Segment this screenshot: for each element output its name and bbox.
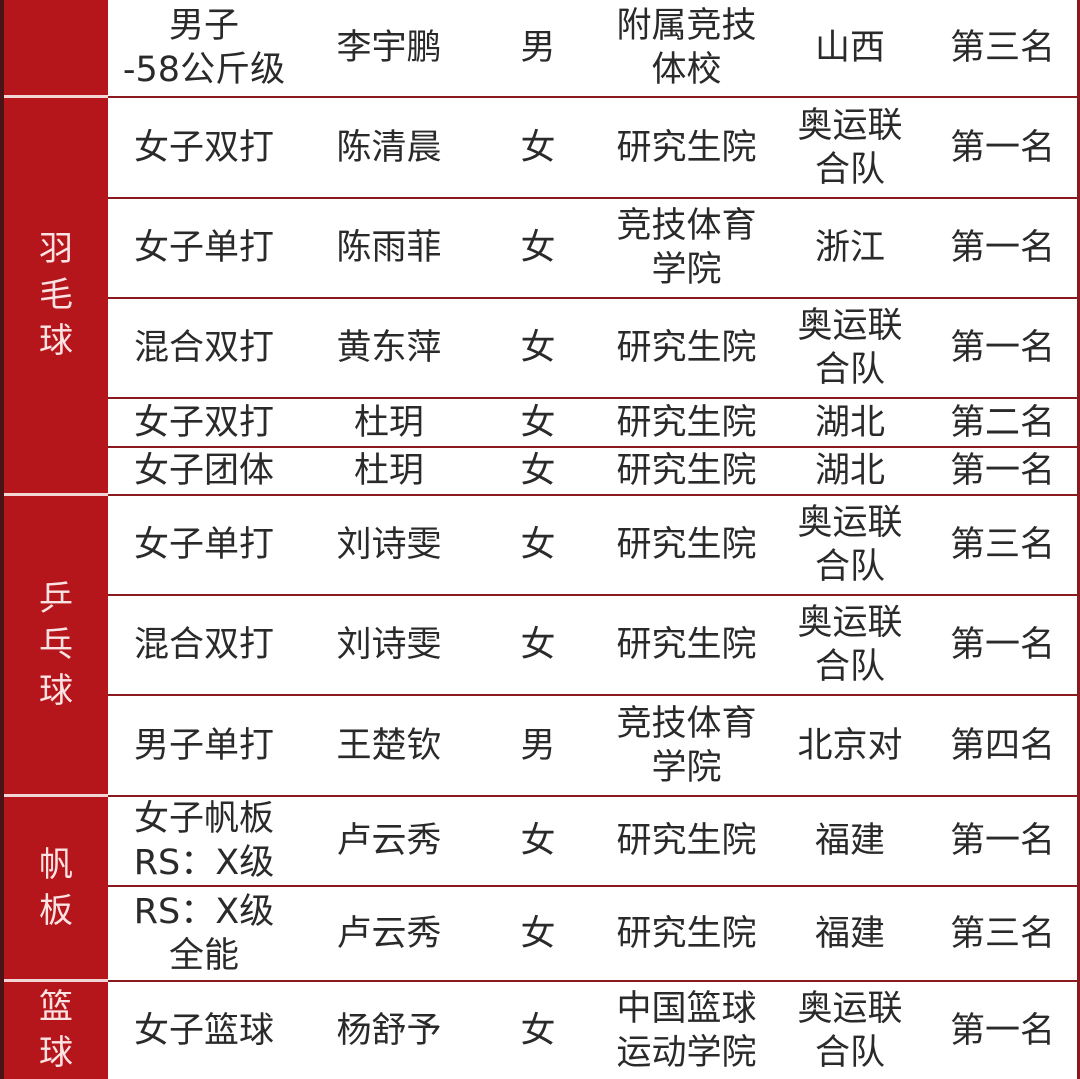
table-row: 男子单打 王楚钦 男 竞技体育 学院 北京对 第四名	[108, 694, 1080, 795]
school-cell: 研究生院	[616, 451, 757, 491]
table-row: 混合双打 黄东萍 女 研究生院 奥运联 合队 第一名	[108, 297, 1080, 397]
athlete-cell: 杨舒予	[336, 1010, 442, 1051]
event-cell: 女子双打	[133, 402, 274, 443]
sport-cell: 乒 乓 球	[0, 494, 108, 795]
table-row: RS：X级 全能 卢云秀 女 研究生院 福建 第三名	[108, 885, 1080, 980]
athlete-cell: 王楚钦	[336, 725, 442, 766]
rank-cell: 第一名	[949, 228, 1055, 268]
sport-cell: 帆 板	[0, 795, 108, 980]
athlete-cell: 卢云秀	[336, 913, 442, 954]
sport-group-divider	[4, 493, 108, 496]
sport-cell	[0, 0, 108, 96]
sport-cell: 篮 球	[0, 980, 108, 1079]
athlete-cell: 杜玥	[353, 402, 424, 443]
team-cell: 奥运联 合队	[797, 503, 903, 587]
team-cell: 湖北	[814, 451, 885, 491]
athlete-cell: 杜玥	[353, 451, 424, 491]
sport-group-divider	[4, 979, 108, 982]
gender-cell: 女	[520, 913, 556, 954]
school-cell: 研究生院	[616, 402, 757, 443]
rank-cell: 第一名	[949, 821, 1055, 861]
table-row: 女子单打 陈雨菲 女 竞技体育 学院 浙江 第一名	[108, 197, 1080, 297]
rank-cell: 第三名	[949, 913, 1055, 954]
gender-cell: 女	[520, 228, 556, 268]
table-row: 女子双打 杜玥 女 研究生院 湖北 第二名	[108, 397, 1080, 446]
table-row: 混合双打 刘诗雯 女 研究生院 奥运联 合队 第一名	[108, 594, 1080, 694]
sport-cell: 羽 毛 球	[0, 96, 108, 494]
school-cell: 研究生院	[616, 821, 757, 861]
gender-cell: 女	[520, 127, 556, 168]
table-row: 女子帆板 RS：X级 卢云秀 女 研究生院 福建 第一名	[108, 795, 1080, 885]
event-cell: 混合双打	[133, 328, 274, 368]
school-cell: 附属竞技 体校	[616, 6, 757, 90]
rank-cell: 第一名	[949, 127, 1055, 168]
table-right-border	[1077, 0, 1080, 1079]
event-cell: 女子单打	[133, 228, 274, 268]
sport-group-divider	[4, 95, 108, 98]
team-cell: 福建	[814, 913, 885, 954]
event-cell: RS：X级 全能	[133, 891, 275, 976]
team-cell: 奥运联 合队	[797, 306, 903, 390]
rank-cell: 第一名	[949, 1010, 1055, 1051]
gender-cell: 女	[520, 821, 556, 861]
athlete-cell: 李宇鹏	[336, 28, 442, 68]
rank-cell: 第二名	[949, 402, 1055, 443]
event-cell: 男子单打	[133, 725, 274, 766]
gender-cell: 女	[520, 625, 556, 665]
event-cell: 男子 -58公斤级	[122, 6, 286, 90]
gender-cell: 女	[520, 1010, 556, 1051]
table-row: 女子双打 陈清晨 女 研究生院 奥运联 合队 第一名	[108, 96, 1080, 197]
athlete-cell: 黄东萍	[336, 328, 442, 368]
school-cell: 研究生院	[616, 127, 757, 168]
table-row: 男子 -58公斤级 李宇鹏 男 附属竞技 体校 山西 第三名	[108, 0, 1080, 96]
athlete-cell: 刘诗雯	[336, 625, 442, 665]
rank-cell: 第三名	[949, 525, 1055, 565]
event-cell: 女子帆板 RS：X级	[133, 799, 275, 883]
event-cell: 混合双打	[133, 625, 274, 665]
event-cell: 女子单打	[133, 525, 274, 565]
athlete-cell: 陈雨菲	[336, 228, 442, 268]
team-cell: 奥运联 合队	[797, 988, 903, 1073]
sport-group-divider	[4, 794, 108, 797]
gender-cell: 男	[520, 725, 556, 766]
event-cell: 女子双打	[133, 127, 274, 168]
athlete-cell: 陈清晨	[336, 127, 442, 168]
rank-cell: 第一名	[949, 451, 1055, 491]
sport-label: 乒 乓 球	[39, 578, 73, 711]
school-cell: 竞技体育 学院	[616, 206, 757, 290]
sport-label: 羽 毛 球	[39, 229, 73, 361]
team-cell: 浙江	[814, 228, 885, 268]
table-row: 女子单打 刘诗雯 女 研究生院 奥运联 合队 第三名	[108, 494, 1080, 594]
sport-label: 帆 板	[39, 844, 73, 931]
rank-cell: 第一名	[949, 328, 1055, 368]
event-cell: 女子团体	[133, 451, 274, 491]
athlete-cell: 刘诗雯	[336, 525, 442, 565]
team-cell: 奥运联 合队	[797, 603, 903, 687]
team-cell: 奥运联 合队	[797, 105, 903, 190]
gender-cell: 女	[520, 451, 556, 491]
gender-cell: 女	[520, 328, 556, 368]
school-cell: 研究生院	[616, 525, 757, 565]
school-cell: 中国篮球 运动学院	[616, 988, 757, 1073]
school-cell: 竞技体育 学院	[616, 703, 757, 788]
team-cell: 福建	[814, 821, 885, 861]
team-cell: 湖北	[814, 402, 885, 443]
team-cell: 山西	[814, 28, 885, 68]
school-cell: 研究生院	[616, 328, 757, 368]
gender-cell: 女	[520, 402, 556, 443]
rank-cell: 第一名	[949, 625, 1055, 665]
school-cell: 研究生院	[616, 625, 757, 665]
gender-cell: 女	[520, 525, 556, 565]
rank-cell: 第三名	[949, 28, 1055, 68]
rank-cell: 第四名	[949, 725, 1055, 766]
sport-label: 篮 球	[39, 986, 73, 1073]
gender-cell: 男	[520, 28, 556, 68]
event-cell: 女子篮球	[133, 1010, 274, 1051]
table-row: 女子篮球 杨舒予 女 中国篮球 运动学院 奥运联 合队 第一名	[108, 980, 1080, 1079]
table-row: 女子团体 杜玥 女 研究生院 湖北 第一名	[108, 446, 1080, 494]
school-cell: 研究生院	[616, 913, 757, 954]
team-cell: 北京对	[797, 725, 903, 766]
athlete-cell: 卢云秀	[336, 821, 442, 861]
